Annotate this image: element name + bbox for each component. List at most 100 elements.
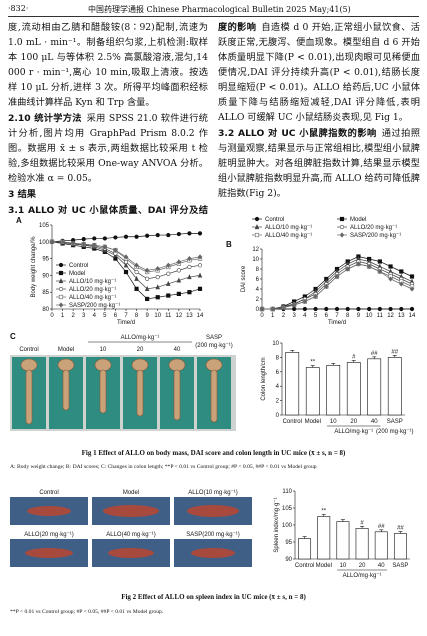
y-tick-label: 110: [282, 489, 292, 495]
x-tick-label: 7: [124, 313, 128, 319]
photo-label: 20: [137, 347, 144, 353]
data-point: [197, 231, 203, 236]
x-tick-label: SASP: [392, 563, 408, 569]
photo-label: 10: [100, 347, 107, 353]
data-point: [176, 259, 182, 265]
significance-mark: **: [310, 359, 315, 365]
y-tick-label: 2: [276, 399, 280, 405]
bar: [393, 533, 407, 560]
x-tick-label: 2: [71, 313, 75, 319]
data-point: [155, 295, 160, 300]
x-tick-label: 5: [314, 313, 318, 319]
y-tick-label: 8: [276, 355, 280, 361]
paragraph: 度的影响 自造模 d 0 开始,正常组小鼠饮食、活跃度正常,无腹泻、便血现象。模…: [218, 20, 420, 125]
legend-marker: [339, 232, 345, 238]
data-point: [123, 269, 129, 275]
legend-marker: [339, 224, 345, 230]
y-tick-label: 10: [272, 341, 279, 347]
x-tick-label: 10: [330, 419, 337, 425]
data-point: [313, 293, 318, 300]
x-tick-label: 2: [282, 313, 286, 319]
data-point: [187, 274, 192, 280]
data-point: [134, 286, 139, 291]
data-point: [197, 263, 203, 268]
photo-label: ALLO/mg·kg⁻¹: [121, 335, 160, 341]
group-label: ALLO/mg·kg⁻¹: [334, 429, 373, 435]
y-axis-title: Body weight change/%: [31, 236, 37, 298]
photo-label: Model: [123, 490, 139, 496]
data-point: [102, 236, 107, 241]
right-column: 度的影响 自造模 d 0 开始,正常组小鼠饮食、活跃度正常,无腹泻、便血现象。模…: [218, 20, 420, 216]
legend-marker: [58, 262, 64, 268]
bar: [387, 357, 402, 416]
bar: [305, 367, 320, 416]
data-point: [388, 264, 393, 269]
legend-marker: [58, 278, 64, 284]
data-point: [388, 276, 393, 282]
photo-label: (200 mg·kg⁻¹): [195, 343, 233, 349]
legend-marker: [254, 224, 260, 230]
x-tick-label: 6: [325, 313, 329, 319]
data-point: [166, 232, 171, 238]
figure-caption: Fig 1 Effect of ALLO on body mass, DAI s…: [82, 449, 346, 457]
data-point: [187, 290, 192, 295]
data-point: [399, 306, 404, 312]
photo-label: ALLO(40 mg·kg⁻¹): [106, 532, 156, 538]
x-tick-label: 12: [387, 313, 394, 319]
y-tick-label: 2: [256, 297, 260, 303]
bar: [285, 352, 300, 416]
bar: [346, 362, 361, 416]
photo-label: SASP(200 mg·kg⁻¹): [186, 532, 240, 538]
data-point: [155, 266, 160, 272]
x-tick-label: 9: [357, 313, 361, 319]
data-point: [166, 262, 171, 268]
legend-marker: [58, 294, 64, 300]
x-tick-label: SASP: [387, 419, 403, 425]
figure-note: **P < 0.01 vs Control group; #P < 0.05, …: [10, 609, 164, 615]
photo-label: Control: [19, 347, 38, 353]
x-tick-label: 20: [359, 563, 366, 569]
x-tick-label: 11: [165, 313, 172, 319]
x-tick-label: Control: [295, 563, 314, 569]
y-axis-title: Spleen index/mg·g⁻¹: [274, 497, 280, 552]
x-tick-label: 13: [398, 313, 405, 319]
y-axis-title: Colon length/cm: [261, 357, 267, 400]
legend-label: Model: [350, 217, 366, 223]
section-heading: 2.10 统计学方法: [8, 113, 82, 124]
data-point: [144, 267, 150, 274]
legend-label: Control: [265, 217, 284, 223]
data-point: [134, 234, 139, 239]
data-point: [176, 291, 181, 296]
significance-mark: ##: [378, 524, 385, 530]
data-point: [123, 259, 129, 265]
legend-marker: [58, 286, 64, 292]
x-tick-label: Model: [305, 419, 321, 425]
legend-label: SASP/200 mg·kg⁻¹: [69, 303, 120, 309]
paragraph: 3 结果: [8, 187, 208, 202]
legend-marker: [254, 232, 260, 238]
data-point: [259, 306, 265, 312]
x-tick-label: 6: [114, 313, 118, 319]
y-tick-label: 95: [285, 540, 292, 546]
data-point: [313, 306, 318, 312]
data-point: [49, 239, 55, 245]
x-tick-label: 12: [176, 313, 183, 319]
y-tick-label: 0: [276, 413, 280, 419]
y-tick-label: 90: [42, 273, 49, 279]
significance-mark: #: [352, 354, 356, 360]
section-heading: 3.2 ALLO 对 UC 小鼠脾指数的影响: [218, 128, 377, 139]
group-label: ALLO/mg·kg⁻¹: [343, 573, 382, 579]
y-tick-label: 80: [42, 307, 49, 313]
legend-label: Model: [69, 271, 85, 277]
y-tick-label: 105: [282, 506, 293, 512]
journal-name: 中国药理学通报 Chinese Pharmacological Bulletin…: [88, 5, 351, 14]
data-point: [334, 306, 340, 312]
x-tick-label: 8: [135, 313, 139, 319]
bar: [326, 365, 341, 416]
paragraph-text: 自造模 d 0 开始,正常组小鼠饮食、活跃度正常,无腹泻、便血现象。模型组自 d…: [218, 22, 420, 123]
data-point: [399, 269, 404, 274]
data-point: [334, 273, 340, 280]
section-heading: 3 结果: [8, 189, 36, 200]
significance-mark: **: [321, 509, 326, 515]
